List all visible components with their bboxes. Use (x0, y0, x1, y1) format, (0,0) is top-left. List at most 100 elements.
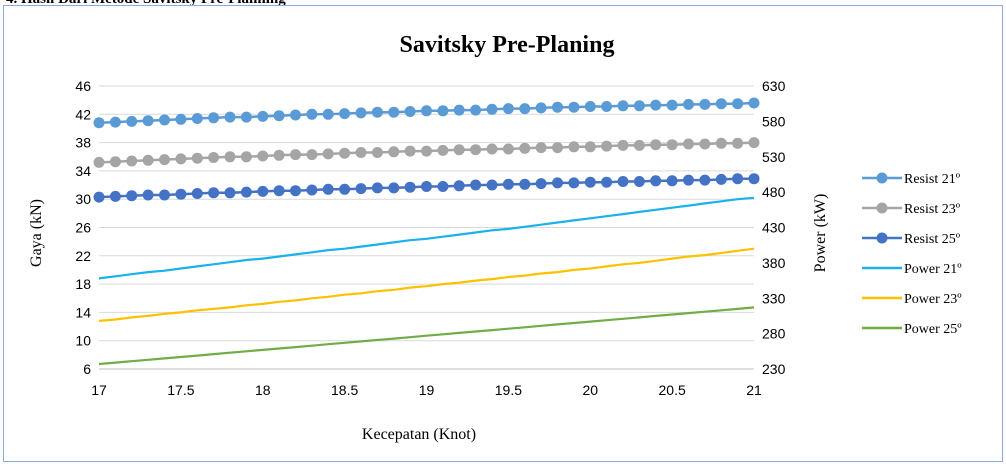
y2-tick-label: 630 (762, 78, 786, 94)
legend-label: Resist 25º (904, 232, 961, 247)
data-point (470, 104, 482, 116)
data-point (306, 149, 318, 161)
data-point (421, 145, 432, 157)
section-heading: 4. Hasil Dari Metode Savitsky Pre-Planni… (6, 0, 286, 8)
data-point (93, 191, 105, 203)
legend-marker (876, 202, 888, 214)
data-point (355, 183, 367, 195)
data-point (240, 186, 252, 198)
data-point (306, 184, 318, 196)
data-point (535, 142, 547, 154)
data-point (732, 98, 744, 110)
data-point (388, 146, 400, 158)
data-point (371, 147, 383, 158)
data-point (191, 152, 203, 164)
y-tick-label: 46 (75, 78, 91, 94)
y2-axis-label: Power (kW) (812, 194, 829, 273)
data-point (404, 181, 416, 193)
data-point (601, 101, 613, 112)
series-resist-25- (93, 173, 760, 203)
data-point (126, 115, 138, 127)
data-point (519, 103, 531, 115)
data-point (502, 178, 514, 190)
data-point (290, 149, 301, 161)
data-point (699, 138, 711, 150)
series-line (98, 306, 755, 366)
y2-tick-label: 430 (762, 220, 786, 236)
data-point (240, 111, 252, 123)
legend-marker (876, 232, 888, 244)
data-point (552, 177, 563, 189)
x-tick-label: 20.5 (659, 382, 686, 398)
y-tick-label: 22 (75, 248, 91, 264)
y2-tick-label: 230 (762, 361, 786, 377)
x-tick-label: 17 (91, 382, 107, 398)
data-point (257, 150, 269, 162)
data-point (568, 101, 580, 113)
data-point (748, 137, 760, 149)
axes: 6 10 14 18 22 26 30 34 38 42 46 230 280 330 380 430 480 5… (75, 78, 785, 398)
data-point (224, 111, 236, 123)
data-point (273, 185, 285, 197)
y-tick-label: 14 (75, 304, 91, 320)
x-tick-label: 20 (582, 382, 598, 398)
y-tick-label: 38 (75, 135, 91, 151)
y2-tick-label: 280 (762, 326, 786, 342)
y-tick-label: 30 (75, 191, 91, 207)
legend-item: Power 21º (862, 262, 962, 277)
data-point (109, 190, 121, 202)
legend-label: Resist 23º (904, 202, 961, 217)
series-power-25- (98, 306, 755, 366)
y2-tick-label: 330 (762, 290, 786, 306)
data-point (552, 101, 563, 113)
data-point (224, 151, 236, 163)
y-tick-label: 10 (75, 333, 91, 349)
y2-tick-label: 580 (762, 113, 786, 129)
data-point (421, 181, 432, 192)
data-point (650, 99, 662, 111)
data-point (617, 139, 629, 151)
legend: Resist 21º Resist 23º Resist 25º Power 21º P… (862, 172, 962, 337)
data-point (208, 187, 220, 199)
data-point (732, 173, 744, 185)
y-axis-label: Gaya (kN) (28, 199, 45, 267)
data-point (633, 100, 645, 112)
legend-item: Resist 21º (862, 172, 961, 187)
data-point (437, 105, 449, 117)
data-point (584, 141, 596, 153)
legend-label: Power 25º (904, 322, 962, 337)
data-point (322, 108, 334, 120)
data-point (437, 181, 449, 192)
data-point (257, 110, 269, 122)
y-tick-label: 18 (75, 276, 91, 292)
data-point (633, 176, 645, 187)
data-point (175, 188, 187, 200)
y-tick-label: 42 (75, 106, 91, 122)
data-point (404, 106, 416, 117)
data-point (535, 102, 547, 114)
data-point (273, 110, 285, 122)
series-resist-21- (93, 97, 760, 129)
data-point (453, 180, 465, 192)
data-point (208, 152, 220, 163)
data-point (470, 179, 482, 191)
gridlines (99, 85, 754, 370)
y-tick-label: 34 (75, 163, 91, 179)
data-point (666, 99, 678, 111)
data-point (273, 149, 285, 161)
data-point (404, 145, 416, 157)
data-point (290, 109, 301, 121)
chart-svg: Savitsky Pre-Planing 6 10 14 18 22 26 30 34 38 42… (28, 32, 962, 443)
data-point (175, 153, 187, 165)
chart-title: Savitsky Pre-Planing (400, 32, 615, 58)
data-point (159, 189, 170, 201)
y2-tick-label: 530 (762, 149, 786, 165)
data-point (519, 178, 531, 190)
data-point (601, 140, 613, 152)
data-point (208, 112, 220, 124)
x-tick-label: 18.5 (331, 382, 358, 398)
data-point (339, 183, 351, 195)
data-point (240, 151, 252, 163)
data-point (470, 144, 482, 156)
data-point (666, 139, 678, 151)
